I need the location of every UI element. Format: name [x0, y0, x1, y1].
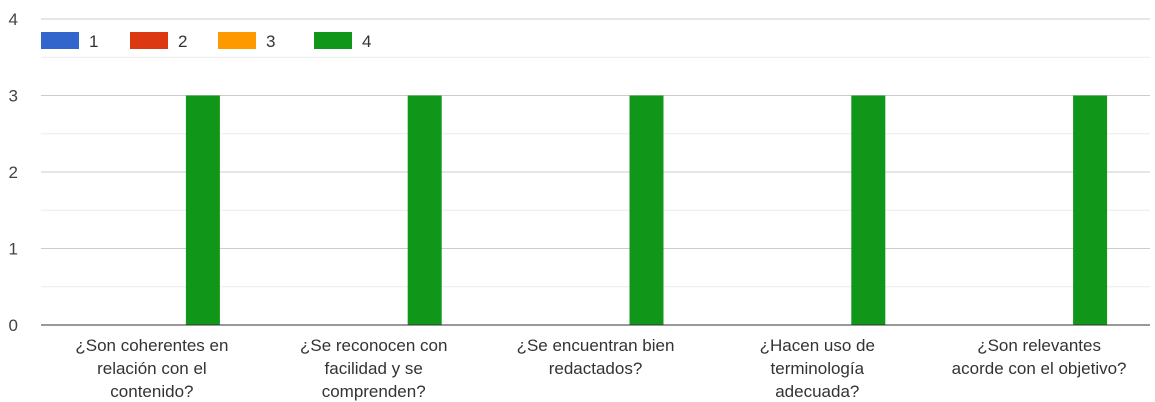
y-tick-label: 1: [9, 240, 18, 259]
legend-swatch: [218, 32, 256, 49]
x-category-label: ¿Son coherentes en relación con el conteni…: [75, 336, 228, 401]
legend-item-2: 2: [130, 32, 187, 51]
x-category-label: ¿Se reconocen con facilidad y se comprende…: [300, 336, 447, 401]
x-axis-category-labels: ¿Son coherentes en relación con el conteni…: [75, 336, 1126, 401]
legend-label: 2: [178, 32, 187, 51]
legend-item-4: 4: [314, 32, 371, 51]
y-tick-label: 4: [9, 10, 18, 29]
legend: 1 2 3 4: [41, 32, 371, 51]
y-tick-label: 3: [9, 87, 18, 106]
gridlines: [41, 18, 1150, 288]
bar-series-4: [629, 95, 664, 325]
bar-series-4: [1073, 95, 1108, 325]
legend-label: 1: [89, 32, 98, 51]
y-tick-label: 0: [9, 316, 18, 335]
legend-swatch: [314, 32, 352, 49]
y-axis-ticks: 0 1 2 3 4: [9, 10, 18, 335]
legend-swatch: [130, 32, 168, 49]
legend-item-1: 1: [41, 32, 98, 51]
legend-label: 3: [266, 32, 275, 51]
y-tick-label: 2: [9, 163, 18, 182]
x-category-label: ¿Son relevantes acorde con el objetivo?: [952, 336, 1127, 378]
legend-label: 4: [362, 32, 371, 51]
bar-series-4: [185, 95, 220, 325]
legend-swatch: [41, 32, 79, 49]
bar-series-4: [851, 95, 886, 325]
x-category-label: ¿Hacen uso de terminología adecuada?: [760, 336, 875, 401]
bar-series-4: [407, 95, 442, 325]
bars: [185, 95, 1108, 325]
x-category-label: ¿Se encuentran bien redactados?: [517, 336, 675, 378]
legend-item-3: 3: [218, 32, 275, 51]
